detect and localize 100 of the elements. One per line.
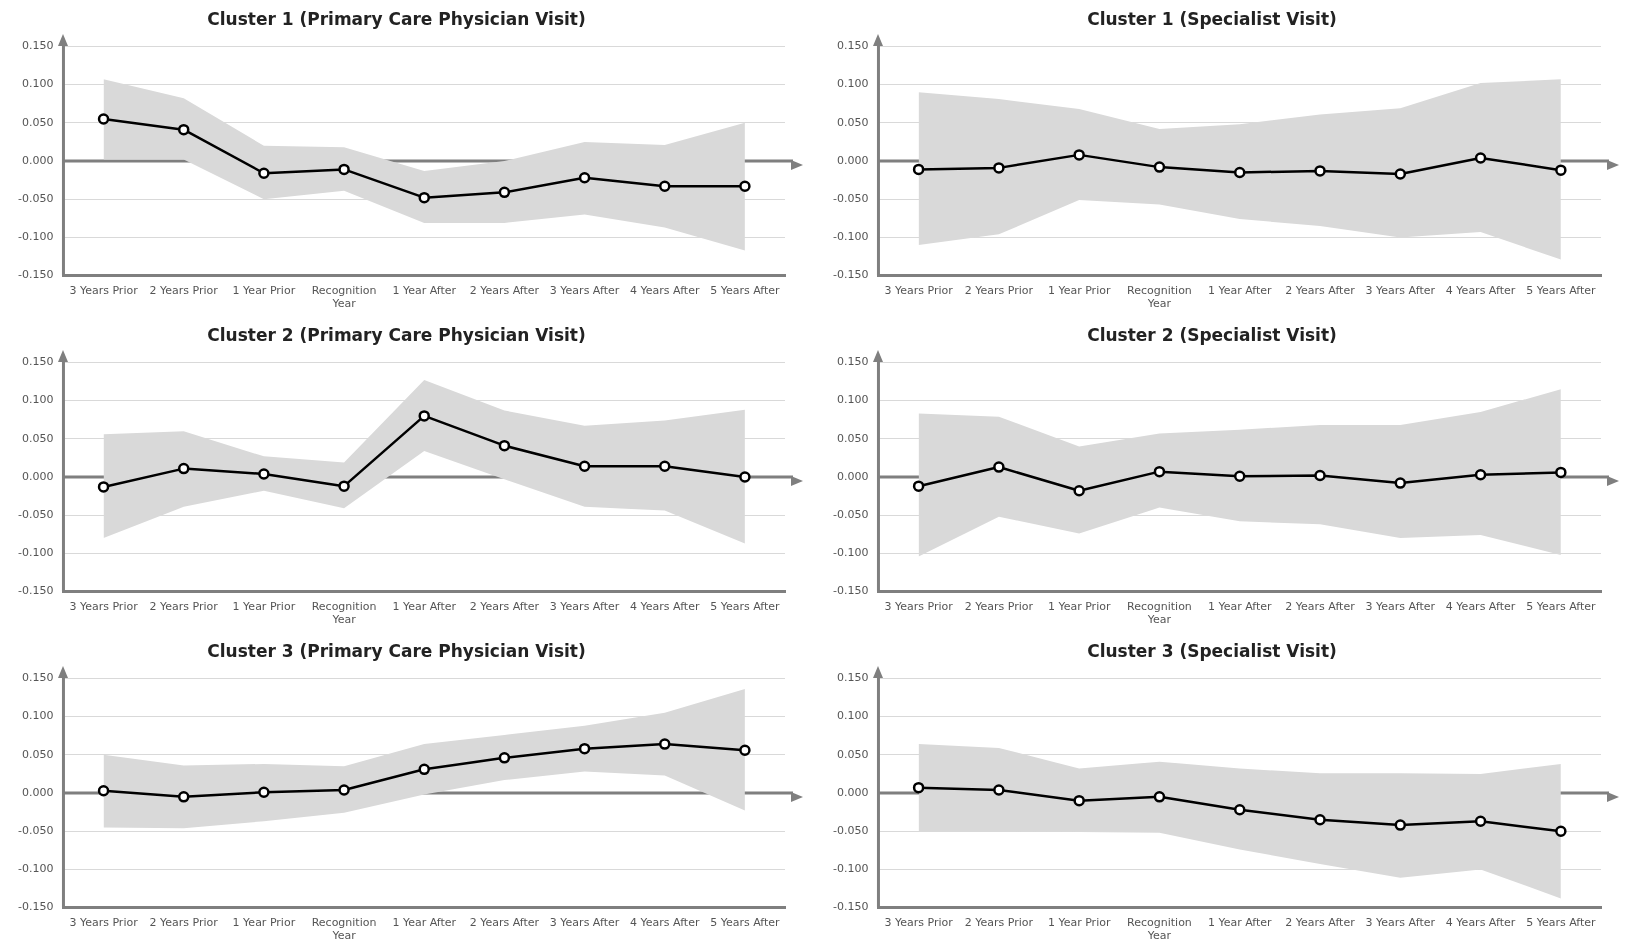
y-tick-label: 0.100 xyxy=(836,77,869,91)
y-tick-label: 0.100 xyxy=(21,709,54,723)
x-tick-label: 1 Year Prior xyxy=(232,600,296,614)
point xyxy=(1153,791,1166,803)
x-tick-label: 1 Year Prior xyxy=(232,284,296,298)
x-tick-label: 3 Years After xyxy=(1365,284,1436,298)
x-tick-label: 3 Years After xyxy=(549,916,620,930)
x-tick-label: 3 Years Prior xyxy=(69,284,139,298)
x-tick-label: 2 Years After xyxy=(469,284,540,298)
point xyxy=(258,167,270,179)
chart-title: Cluster 3 (Specialist Visit) xyxy=(1087,640,1337,661)
point xyxy=(1233,166,1246,179)
y-tick-label: 0.150 xyxy=(836,39,869,53)
point xyxy=(1474,152,1487,164)
y-tick-label: -0.050 xyxy=(832,192,869,206)
x-tick-label: 2 Years Prior xyxy=(964,916,1034,930)
point xyxy=(1394,819,1407,831)
y-tick-label: -0.100 xyxy=(17,546,54,560)
x-tick-label: 2 Years After xyxy=(469,600,540,614)
y-tick-label: -0.050 xyxy=(17,824,54,838)
x-tick-label: 1 Year After xyxy=(1207,600,1273,614)
y-tick-label: 0.100 xyxy=(836,393,869,407)
x-tick-label: 4 Years After xyxy=(630,284,700,298)
y-tick-label: -0.100 xyxy=(832,862,869,876)
x-tick-label: 2 Years Prior xyxy=(964,284,1034,298)
y-tick-label: -0.150 xyxy=(832,584,869,598)
y-tick-label: -0.050 xyxy=(17,192,54,206)
point xyxy=(97,784,110,797)
x-tick-label: 1 Year After xyxy=(1207,284,1273,298)
y-tick-label: 0.000 xyxy=(21,153,54,167)
chart-title: Cluster 2 (Specialist Visit) xyxy=(1087,324,1337,345)
y-tick-label: 0.000 xyxy=(21,785,54,799)
point xyxy=(1555,466,1567,479)
point xyxy=(993,162,1005,174)
x-tick-label: 2 Years After xyxy=(1285,284,1356,298)
point xyxy=(658,180,671,192)
y-tick-label: 0.100 xyxy=(21,77,54,91)
y-tick-label: 0.150 xyxy=(21,355,54,369)
point xyxy=(658,738,671,750)
x-tick-label: 5 Years After xyxy=(1526,284,1597,298)
y-tick-label: 0.050 xyxy=(21,115,54,129)
point xyxy=(1555,164,1567,176)
x-tick-label: 1 Year After xyxy=(392,916,457,930)
x-tick-label: 3 Years After xyxy=(1365,600,1436,614)
point xyxy=(177,123,190,136)
point xyxy=(418,191,430,204)
point xyxy=(97,481,110,493)
x-tick-label: 1 Year Prior xyxy=(1047,600,1111,614)
y-tick-label: -0.150 xyxy=(832,268,869,282)
point xyxy=(578,742,591,755)
y-tick-label: 0.150 xyxy=(836,355,869,369)
y-tick-label: 0.150 xyxy=(21,671,54,685)
x-tick-label: 3 Years Prior xyxy=(884,284,954,298)
x-tick-label: 3 Years Prior xyxy=(69,600,139,614)
x-tick-label: Recognition Year xyxy=(1127,600,1192,627)
x-tick-label: 3 Years After xyxy=(549,284,620,298)
y-tick-label: -0.100 xyxy=(832,546,869,560)
x-tick-label: Recognition Year xyxy=(311,284,377,311)
x-tick-label: 3 Years Prior xyxy=(69,916,139,930)
point xyxy=(498,186,511,199)
x-tick-label: 2 Years After xyxy=(1285,916,1356,930)
x-tick-label: 4 Years After xyxy=(1445,916,1516,930)
x-tick-label: 5 Years After xyxy=(710,600,781,614)
point xyxy=(1394,477,1407,489)
point xyxy=(1314,165,1326,177)
y-tick-label: 0.100 xyxy=(836,709,869,723)
y-tick-label: 0.000 xyxy=(836,153,869,167)
x-tick-label: 5 Years After xyxy=(1526,916,1597,930)
point xyxy=(338,163,350,176)
y-tick-label: -0.150 xyxy=(832,900,869,914)
x-tick-label: 1 Year After xyxy=(392,600,457,614)
y-tick-label: 0.050 xyxy=(836,115,869,129)
x-tick-label: 5 Years After xyxy=(1526,600,1597,614)
x-tick-label: 1 Year After xyxy=(1207,916,1273,930)
point xyxy=(578,172,591,184)
y-tick-label: -0.100 xyxy=(832,230,869,244)
x-tick-label: 3 Years After xyxy=(1365,916,1436,930)
y-tick-label: 0.150 xyxy=(21,39,54,53)
x-tick-label: 4 Years After xyxy=(630,600,700,614)
point xyxy=(1233,804,1246,816)
point xyxy=(993,461,1005,473)
x-tick-label: 4 Years After xyxy=(1445,284,1516,298)
y-tick-label: 0.050 xyxy=(836,431,869,445)
y-tick-label: -0.100 xyxy=(17,230,54,244)
y-tick-label: 0.000 xyxy=(836,785,869,799)
point xyxy=(418,763,430,776)
point xyxy=(258,468,270,480)
y-tick-label: -0.050 xyxy=(17,508,54,522)
point xyxy=(658,460,671,473)
point xyxy=(177,791,190,803)
point xyxy=(338,480,350,492)
x-tick-label: 2 Years Prior xyxy=(964,600,1034,614)
point xyxy=(1073,149,1085,161)
x-tick-label: 2 Years After xyxy=(469,916,540,930)
x-tick-label: 4 Years After xyxy=(1445,600,1516,614)
x-tick-label: 5 Years After xyxy=(710,916,781,930)
x-tick-label: 1 Year Prior xyxy=(232,916,296,930)
y-tick-label: 0.000 xyxy=(21,469,54,483)
x-tick-label: 2 Years Prior xyxy=(149,284,219,298)
y-tick-label: 0.050 xyxy=(836,747,869,761)
